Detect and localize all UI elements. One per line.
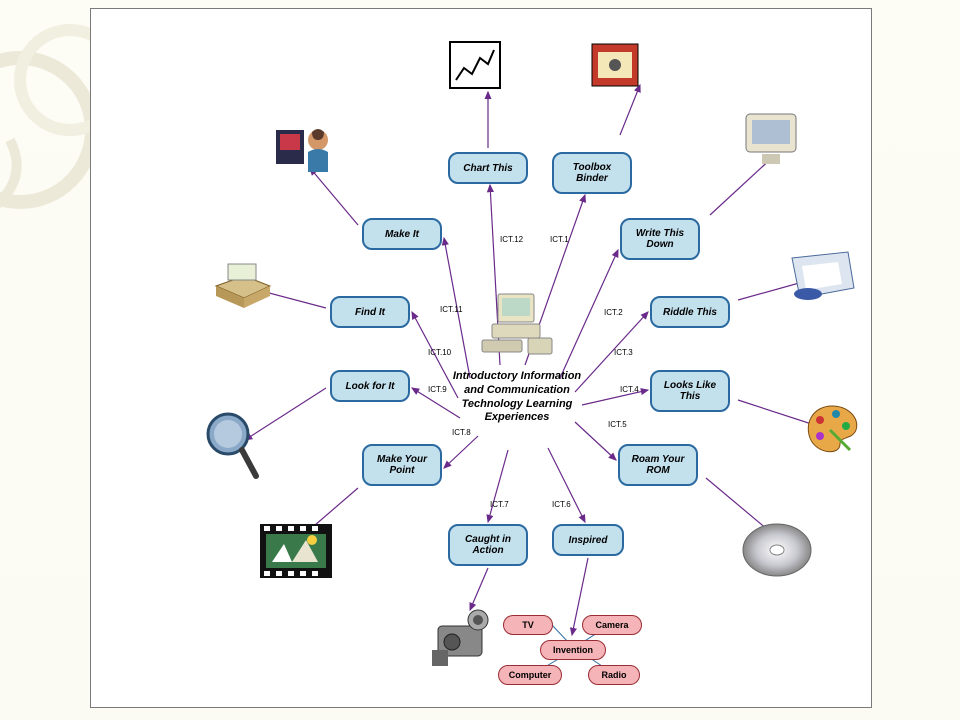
node-n12: Chart This bbox=[448, 152, 528, 184]
edge-label: ICT.9 bbox=[428, 385, 447, 394]
edge-label: ICT.7 bbox=[490, 500, 509, 509]
typing-icon bbox=[788, 248, 858, 306]
slide-canvas: Introductory Information and Communicati… bbox=[0, 0, 960, 720]
node-n7: Caught in Action bbox=[448, 524, 528, 566]
node-n2: Write This Down bbox=[620, 218, 700, 260]
camera-icon bbox=[428, 608, 498, 670]
magnifier-icon bbox=[202, 408, 264, 482]
node-n5: Roam Your ROM bbox=[618, 444, 698, 486]
node-n8: Make Your Point bbox=[362, 444, 442, 486]
node-n10: Find It bbox=[330, 296, 410, 328]
toolbox-icon bbox=[588, 40, 642, 90]
pill-p-camera: Camera bbox=[582, 615, 642, 635]
cd-icon bbox=[740, 520, 814, 580]
openbox-icon bbox=[210, 256, 276, 310]
node-n9: Look for It bbox=[330, 370, 410, 402]
edge-label: ICT.5 bbox=[608, 420, 627, 429]
palette-icon bbox=[800, 400, 864, 460]
person-pc-icon bbox=[272, 122, 336, 182]
edge-label: ICT.1 bbox=[550, 235, 569, 244]
node-n3: Riddle This bbox=[650, 296, 730, 328]
pill-p-invention: Invention bbox=[540, 640, 606, 660]
node-n11: Make It bbox=[362, 218, 442, 250]
center-title: Introductory Information and Communicati… bbox=[452, 370, 582, 425]
edge-label: ICT.10 bbox=[428, 348, 451, 357]
monitor-icon bbox=[740, 108, 806, 170]
center-pc-icon bbox=[474, 290, 560, 360]
edge-label: ICT.3 bbox=[614, 348, 633, 357]
node-n6: Inspired bbox=[552, 524, 624, 556]
edge-label: ICT.4 bbox=[620, 385, 639, 394]
pill-p-computer: Computer bbox=[498, 665, 562, 685]
filmstrip-icon bbox=[258, 522, 334, 580]
edge-label: ICT.11 bbox=[440, 305, 463, 314]
pill-p-radio: Radio bbox=[588, 665, 640, 685]
edge-label: ICT.8 bbox=[452, 428, 471, 437]
pill-p-tv: TV bbox=[503, 615, 553, 635]
edge-label: ICT.12 bbox=[500, 235, 523, 244]
chart-icon bbox=[448, 40, 502, 90]
node-n1: Toolbox Binder bbox=[552, 152, 632, 194]
edge-label: ICT.2 bbox=[604, 308, 623, 317]
node-n4: Looks Like This bbox=[650, 370, 730, 412]
edge-label: ICT.6 bbox=[552, 500, 571, 509]
